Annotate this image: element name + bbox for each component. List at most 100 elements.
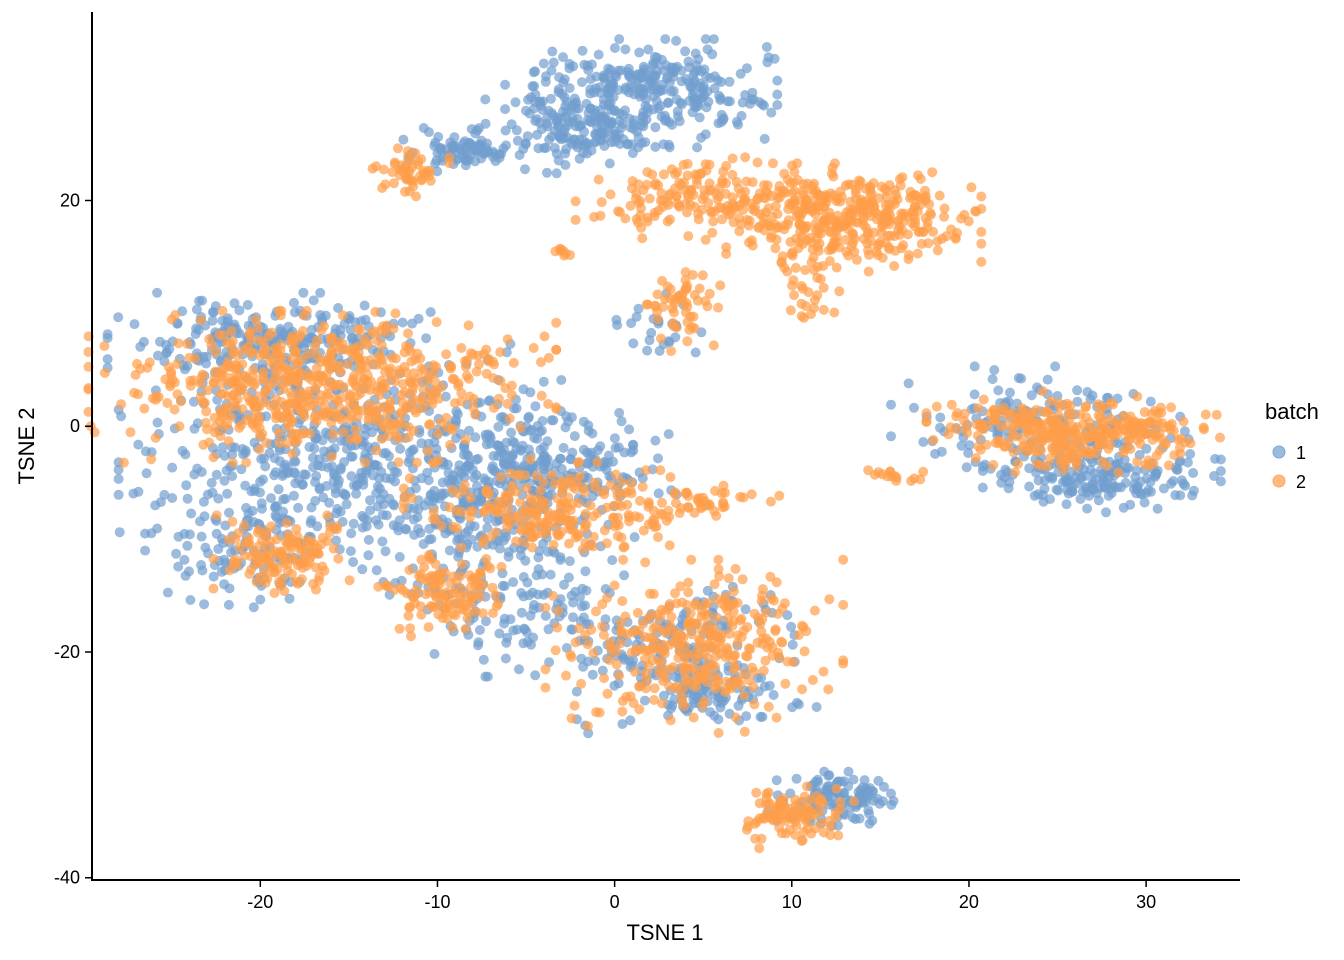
scatter-point-series-1 [256,498,267,509]
scatter-point-series-2 [700,642,710,653]
scatter-point-series-2 [702,301,713,312]
scatter-point-series-1 [813,777,823,788]
scatter-point-series-1 [638,117,649,128]
scatter-point-series-1 [179,554,190,565]
scatter-point-series-1 [696,132,707,143]
scatter-point-series-1 [1050,361,1061,372]
scatter-point-series-2 [812,272,823,283]
scatter-point-series-2 [709,670,720,681]
scatter-point-series-2 [258,374,269,385]
scatter-point-series-2 [173,338,184,349]
scatter-point-series-2 [924,199,935,210]
scatter-point-series-2 [824,815,835,826]
scatter-point-series-1 [270,501,281,512]
scatter-point-series-2 [637,481,648,492]
scatter-point-series-2 [713,564,724,575]
scatter-point-series-2 [417,393,427,404]
scatter-point-series-1 [1000,464,1011,475]
scatter-point-series-2 [403,610,414,621]
scatter-point-series-1 [113,464,124,475]
scatter-point-series-1 [791,773,802,784]
scatter-point-series-2 [617,596,628,607]
scatter-point-series-1 [171,548,182,559]
scatter-point-series-1 [470,156,481,167]
scatter-point-series-1 [564,83,575,94]
scatter-point-series-1 [555,594,566,605]
scatter-point-series-1 [410,483,421,494]
scatter-point-series-2 [304,386,315,397]
scatter-point-series-1 [380,546,391,557]
scatter-point-series-2 [816,818,827,829]
scatter-point-series-2 [790,830,801,840]
scatter-point-series-1 [505,458,516,469]
scatter-point-series-1 [1016,373,1027,384]
scatter-point-series-1 [651,96,662,107]
scatter-point-series-1 [529,81,540,92]
scatter-point-series-2 [713,728,724,738]
scatter-point-series-1 [772,75,783,86]
scatter-point-series-2 [202,385,213,396]
scatter-point-series-2 [692,295,703,306]
scatter-point-series-2 [760,655,771,666]
scatter-point-series-2 [588,531,599,542]
scatter-point-series-2 [444,152,455,163]
scatter-point-series-2 [631,214,642,225]
scatter-point-series-1 [306,502,317,513]
scatter-point-series-2 [668,662,679,673]
scatter-point-series-2 [770,624,781,635]
scatter-point-series-1 [463,525,474,536]
scatter-point-series-2 [855,198,866,209]
scatter-point-series-2 [847,238,858,249]
scatter-point-series-2 [220,410,231,421]
scatter-point-series-1 [556,375,567,385]
scatter-point-series-1 [848,774,859,785]
scatter-point-series-1 [161,339,172,350]
scatter-point-series-1 [466,534,477,545]
scatter-point-series-1 [190,329,201,340]
scatter-point-series-2 [594,707,605,718]
scatter-point-series-2 [688,712,699,723]
scatter-point-series-1 [530,670,541,681]
scatter-point-series-2 [468,349,479,360]
scatter-point-series-1 [459,466,470,477]
scatter-point-series-1 [658,690,669,701]
scatter-point-series-2 [210,372,220,383]
scatter-point-series-2 [487,582,498,593]
scatter-point-series-2 [524,507,535,518]
scatter-point-series-1 [1033,475,1044,486]
scatter-point-series-2 [519,537,530,548]
scatter-point-series-2 [894,229,905,240]
scatter-point-series-1 [381,448,391,458]
scatter-point-series-2 [664,214,675,225]
scatter-point-series-1 [683,56,694,67]
scatter-point-series-2 [428,506,439,517]
scatter-point-series-2 [634,495,645,506]
scatter-point-series-2 [393,143,403,154]
scatter-point-series-2 [570,483,581,494]
scatter-point-series-2 [343,359,354,370]
scatter-point-series-2 [344,389,355,400]
scatter-point-series-2 [389,585,400,596]
scatter-point-series-2 [860,183,871,194]
scatter-point-series-2 [863,266,874,277]
scatter-point-series-2 [682,674,693,685]
scatter-point-series-2 [799,646,810,657]
scatter-point-series-2 [782,656,793,667]
scatter-point-series-2 [634,681,645,692]
scatter-point-series-1 [787,639,798,650]
scatter-point-series-2 [846,209,857,220]
scatter-point-series-1 [493,421,504,432]
scatter-point-series-1 [595,441,606,452]
scatter-point-series-2 [211,510,222,521]
scatter-point-series-2 [390,376,400,387]
scatter-point-series-1 [483,476,494,487]
scatter-point-series-1 [357,522,368,533]
scatter-point-series-2 [604,655,615,665]
scatter-point-series-1 [482,146,493,157]
scatter-point-series-2 [795,808,806,819]
scatter-point-series-2 [234,422,245,433]
scatter-point-series-2 [720,592,731,603]
scatter-point-series-2 [439,604,450,615]
scatter-point-series-1 [577,140,588,151]
scatter-point-series-2 [574,471,585,482]
